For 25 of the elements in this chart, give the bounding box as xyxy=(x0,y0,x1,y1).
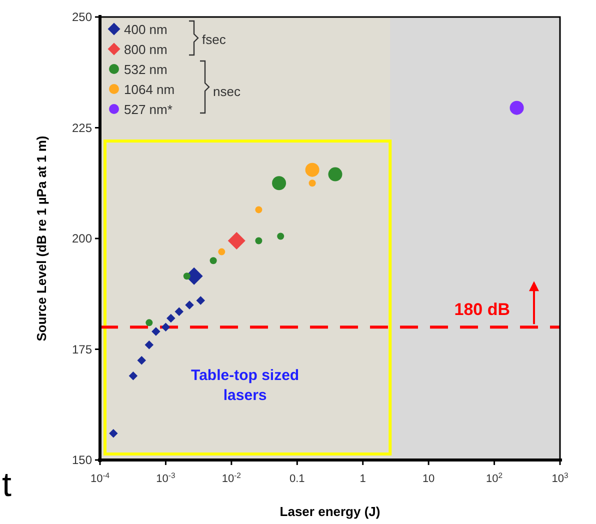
y-tick-label: 225 xyxy=(72,120,92,135)
y-tick-label: 175 xyxy=(72,342,92,356)
y-tick-label: 200 xyxy=(72,232,92,246)
legend-label: 400 nm xyxy=(124,22,168,37)
ref-line-label: 180 dB xyxy=(454,300,510,320)
x-tick-label: 10$^{-2}$ xyxy=(222,470,241,485)
annotation: nsec xyxy=(213,84,241,99)
legend-label: 800 nm xyxy=(124,42,168,57)
x-tick-label: 10$^{-3}$ xyxy=(156,470,176,485)
legend-label: 532 nm xyxy=(124,62,168,77)
text: t xyxy=(2,466,12,504)
legend-label: 527 nm* xyxy=(124,102,172,117)
x-tick-label: 10 xyxy=(422,473,435,485)
band-label: Table-top sized lasers xyxy=(191,367,300,404)
x-axis-title: Laser energy (J) xyxy=(280,504,380,519)
annotation: fsec xyxy=(202,32,226,47)
x-tick-label: 10$^{-4}$ xyxy=(90,470,110,485)
y-tick-label: 150 xyxy=(72,453,92,467)
x-tick-label: 0.1 xyxy=(289,473,305,485)
x-tick-label: 10$^{3}$ xyxy=(552,470,568,485)
x-tick-label: 1 xyxy=(360,473,366,485)
y-tick-label: 250 xyxy=(72,10,92,24)
y-axis-title: Source Level (dB re 1 µPa at 1 m) xyxy=(34,136,49,342)
legend-label: 1064 nm xyxy=(124,82,175,97)
x-tick-label: 10$^{2}$ xyxy=(486,470,503,485)
